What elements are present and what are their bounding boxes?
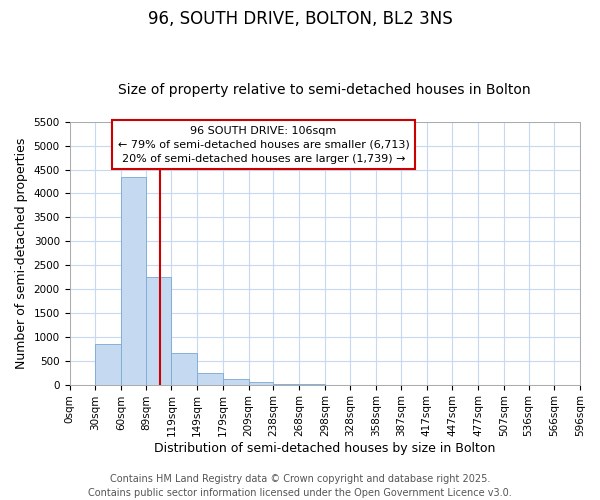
Text: 96 SOUTH DRIVE: 106sqm
← 79% of semi-detached houses are smaller (6,713)
20% of : 96 SOUTH DRIVE: 106sqm ← 79% of semi-det… (118, 126, 409, 164)
Bar (172, 352, 197, 384)
Text: Contains HM Land Registry data © Crown copyright and database right 2025.
Contai: Contains HM Land Registry data © Crown c… (88, 474, 512, 498)
Bar (146, 277, 172, 384)
X-axis label: Distribution of semi-detached houses by size in Bolton: Distribution of semi-detached houses by … (154, 442, 496, 455)
Text: 96, SOUTH DRIVE, BOLTON, BL2 3NS: 96, SOUTH DRIVE, BOLTON, BL2 3NS (148, 10, 452, 28)
Bar (95, 344, 121, 385)
Bar (121, 176, 146, 384)
Bar (248, 382, 274, 384)
Title: Size of property relative to semi-detached houses in Bolton: Size of property relative to semi-detach… (118, 83, 531, 97)
Bar (223, 379, 248, 384)
Y-axis label: Number of semi-detached properties: Number of semi-detached properties (15, 138, 28, 369)
Bar (197, 372, 223, 384)
